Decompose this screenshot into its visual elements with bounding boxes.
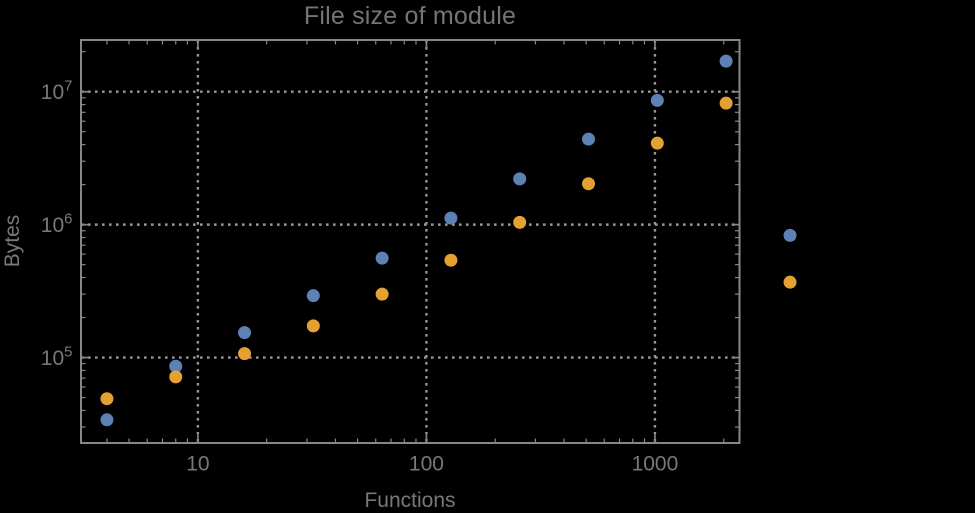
data-point-orange-series bbox=[169, 370, 183, 384]
y-tick-label: 106 bbox=[41, 211, 73, 238]
data-point-blue-series bbox=[650, 93, 664, 107]
data-point-orange-series bbox=[783, 275, 797, 289]
y-axis-label: Bytes bbox=[1, 214, 24, 268]
data-point-blue-series bbox=[513, 172, 527, 186]
data-point-orange-series bbox=[513, 215, 527, 229]
y-tick-label: 105 bbox=[41, 344, 73, 371]
plot-frame bbox=[80, 39, 741, 444]
x-tick-label: 1000 bbox=[632, 453, 679, 476]
data-point-orange-series bbox=[375, 287, 389, 301]
data-point-blue-series bbox=[719, 54, 733, 68]
data-point-blue-series bbox=[444, 211, 458, 225]
data-point-orange-series bbox=[582, 177, 596, 191]
data-point-orange-series bbox=[650, 136, 664, 150]
chart-title: File size of module bbox=[303, 2, 517, 30]
y-tick-label: 107 bbox=[41, 78, 73, 105]
x-tick-label: 100 bbox=[409, 453, 444, 476]
data-point-orange-series bbox=[719, 96, 733, 110]
data-point-blue-series bbox=[238, 326, 252, 340]
data-point-orange-series bbox=[306, 319, 320, 333]
data-point-blue-series bbox=[783, 228, 797, 242]
data-point-orange-series bbox=[444, 253, 458, 267]
x-tick-label: 10 bbox=[186, 453, 209, 476]
data-point-orange-series bbox=[100, 392, 114, 406]
data-point-orange-series bbox=[238, 347, 252, 361]
data-point-blue-series bbox=[306, 289, 320, 303]
data-point-blue-series bbox=[169, 359, 183, 373]
data-point-blue-series bbox=[582, 132, 596, 146]
x-axis-label: Functions bbox=[364, 489, 456, 512]
data-point-blue-series bbox=[375, 251, 389, 265]
data-point-blue-series bbox=[100, 413, 114, 427]
